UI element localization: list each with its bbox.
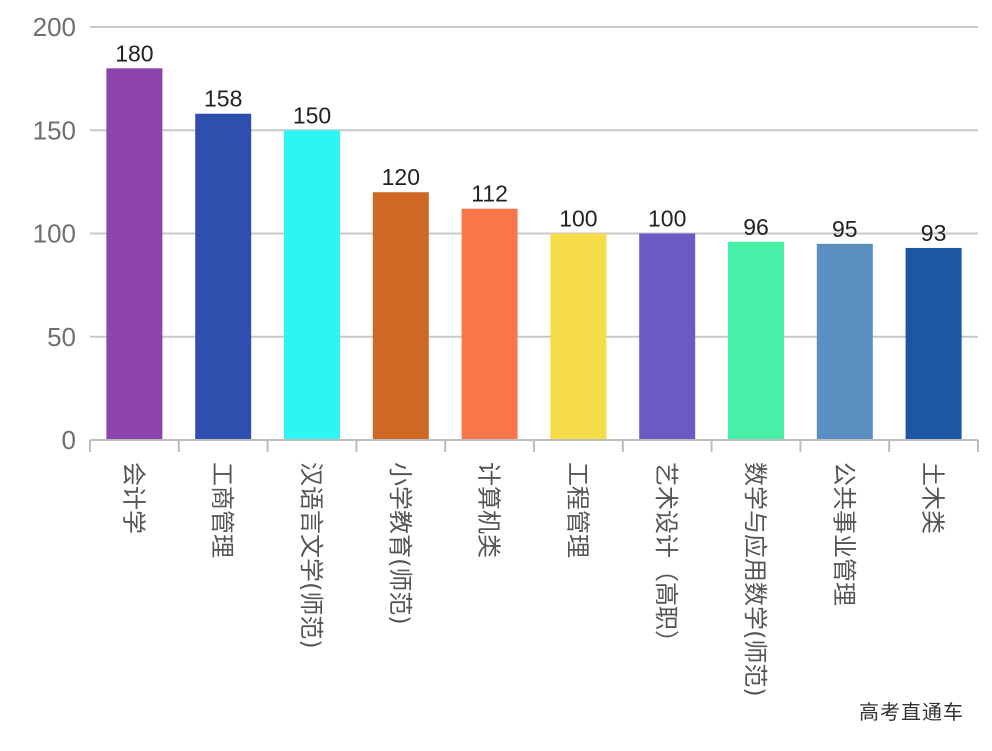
x-tick-label: 计算机类 bbox=[475, 462, 503, 558]
bar bbox=[195, 113, 252, 440]
data-label: 95 bbox=[832, 216, 858, 242]
data-label: 100 bbox=[648, 206, 686, 232]
data-label: 158 bbox=[204, 86, 242, 112]
y-tick-label: 100 bbox=[33, 219, 76, 249]
x-tick-label: 土木类 bbox=[919, 462, 947, 534]
watermark: 高考直通车 bbox=[859, 700, 964, 724]
y-tick-label: 150 bbox=[33, 115, 76, 145]
data-labels-layer: 180 158 150 120 112 100 100 96 95 93 bbox=[115, 40, 946, 246]
bar bbox=[550, 233, 607, 440]
x-tick-label: 艺术设计（高职） bbox=[652, 462, 680, 654]
y-tick-label: 0 bbox=[62, 425, 76, 455]
x-tick-label: 公共事业管理 bbox=[830, 462, 858, 606]
y-axis: 0 50 100 150 200 bbox=[33, 12, 76, 455]
bar bbox=[106, 68, 163, 441]
bar bbox=[461, 208, 518, 440]
bar bbox=[284, 130, 340, 440]
data-label: 112 bbox=[471, 181, 508, 207]
data-label: 120 bbox=[382, 164, 420, 190]
data-label: 100 bbox=[559, 206, 597, 232]
y-tick-label: 200 bbox=[33, 12, 76, 42]
x-tick-label: 会计学 bbox=[119, 462, 147, 534]
bars-layer bbox=[106, 68, 962, 441]
x-tick-label: 工程管理 bbox=[563, 462, 591, 558]
bar bbox=[639, 233, 696, 440]
data-label: 180 bbox=[115, 40, 153, 66]
x-tick-label: 小学教育(师范) bbox=[386, 462, 414, 625]
x-tick-label: 汉语言文学(师范) bbox=[297, 462, 325, 649]
x-tick-label: 数学与应用数学(师范) bbox=[741, 462, 769, 697]
data-label: 150 bbox=[293, 102, 331, 128]
bar bbox=[905, 247, 962, 440]
x-tick-label: 工商管理 bbox=[208, 462, 236, 558]
bar bbox=[372, 192, 429, 440]
bar bbox=[816, 243, 873, 440]
data-label: 93 bbox=[921, 220, 947, 246]
y-tick-label: 50 bbox=[47, 322, 76, 352]
bar bbox=[728, 241, 784, 440]
data-label: 96 bbox=[743, 214, 769, 240]
x-axis: 会计学 工商管理 汉语言文学(师范) 小学教育(师范) 计算机类 工程管理 艺术设计（高职）… bbox=[89, 439, 979, 697]
